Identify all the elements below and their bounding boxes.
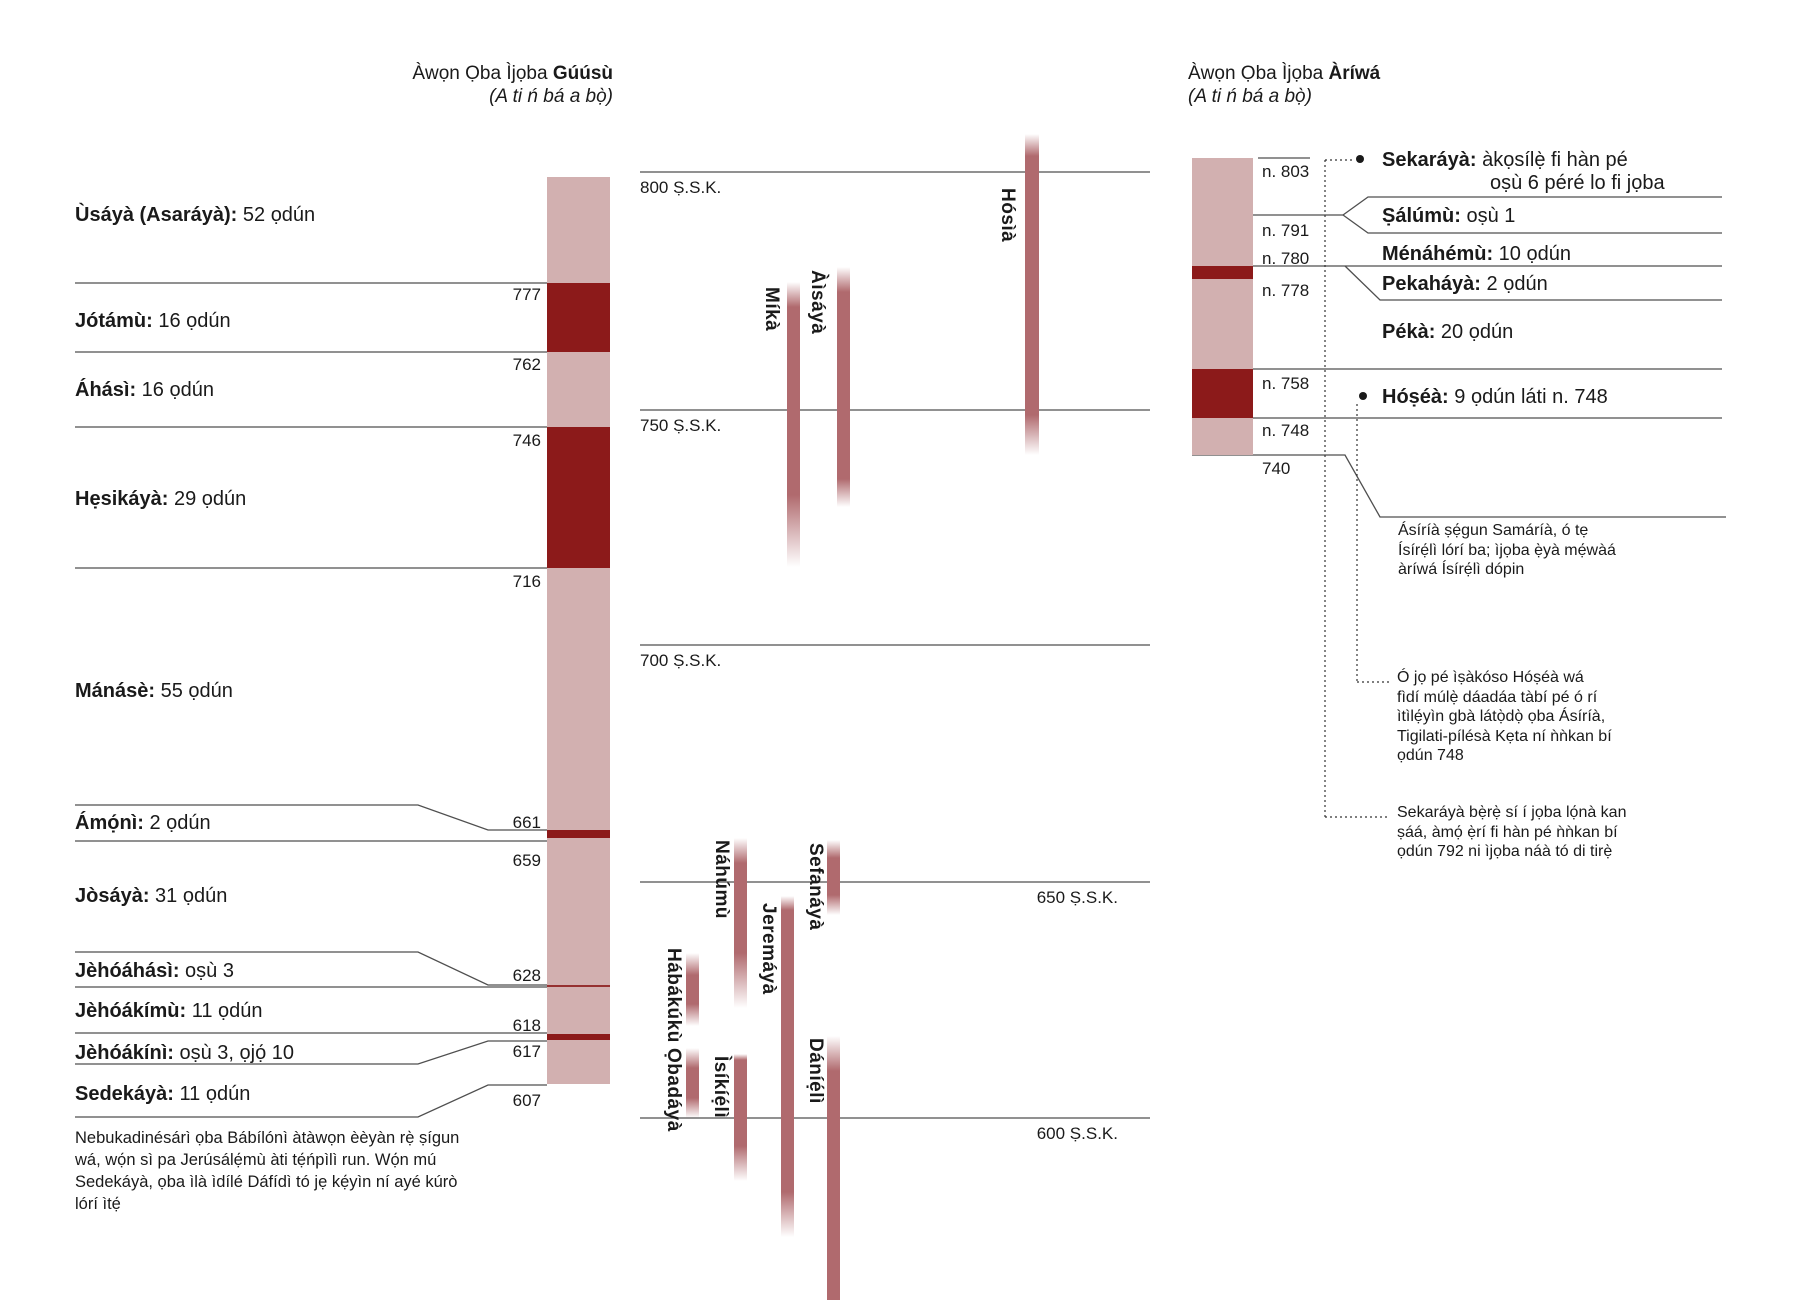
north-king-pekahaya: Pekaháyà: 2 ọdún — [1382, 273, 1548, 295]
prophet-bar-hosia — [1025, 134, 1039, 455]
south-king-jehoakimu: Jèhóákímù: 11 ọdún — [75, 1000, 263, 1022]
north-bar-segment-dark — [1192, 266, 1253, 279]
north-bar-segment — [1192, 418, 1253, 455]
south-year-618: 618 — [512, 1016, 541, 1035]
prophet-label-habakuku: Hábákúkù — [663, 948, 684, 1043]
north-king-peka: Pékà: 20 ọdún — [1382, 321, 1514, 343]
south-king-jotamu: Jótámù: 16 ọdún — [75, 310, 231, 332]
south-header-subtitle: (A ti ń bá a bọ̀) — [489, 86, 613, 107]
south-king-jehoahasi: Jèhóáhásì: oṣù 3 — [75, 960, 234, 982]
north-year-803: n. 803 — [1262, 162, 1310, 181]
prophet-bar-sefanaya — [827, 840, 840, 915]
prophet-bar-nahumu — [734, 838, 747, 1008]
south-king-manase: Mánásè: 55 ọdún — [75, 680, 233, 702]
north-year-748: n. 748 — [1262, 421, 1310, 440]
north-king-sekaraya-line2: oṣù 6 péré lo fi jọba — [1490, 172, 1665, 194]
prophet-bar-mika — [787, 282, 800, 567]
tick-750: 750 Ṣ.S.K. — [640, 416, 722, 435]
south-year-659: 659 — [512, 851, 541, 870]
tick-700: 700 Ṣ.S.K. — [640, 651, 722, 670]
north-king-sekaraya: Sekaráyà: àkọsílẹ̀ fi hàn pé — [1382, 149, 1628, 171]
south-year-746: 746 — [512, 431, 541, 450]
south-year-617: 617 — [512, 1042, 541, 1061]
prophet-label-obadaya: Ọbadáyà — [663, 1048, 684, 1132]
north-bar-segment-dark — [1192, 369, 1253, 418]
north-year-778: n. 778 — [1262, 281, 1310, 300]
south-bar-segment — [547, 568, 610, 830]
north-king-salumu: Ṣálúmù: oṣù 1 — [1382, 205, 1516, 227]
prophet-bar-isikieli — [734, 1054, 747, 1181]
south-bar-segment — [547, 352, 610, 427]
south-year-628: 628 — [512, 966, 541, 985]
north-king-menahemu: Ménáhémù: 10 ọdún — [1382, 243, 1571, 265]
north-year-791: n. 791 — [1262, 221, 1310, 240]
prophet-label-mika: Míkà — [761, 287, 782, 332]
south-bar-segment — [547, 1040, 610, 1084]
north-kingdom-header: Àwọn Ọba Ìjọba Àríwá (A ti ń bá a bọ̀) — [1188, 62, 1380, 108]
south-king-amoni: Ámọ́nì: 2 ọdún — [75, 812, 211, 834]
south-king-hesikaya: Hẹsikáyà: 29 ọdún — [75, 488, 247, 510]
note-babylon-conquest: Nebukadinésárì ọba Bábílónì àtàwọn èèyàn… — [75, 1129, 460, 1213]
south-kingdom-header: Àwọn Ọba Ìjọba Gúúsù (A ti ń bá a bọ̀) — [363, 62, 613, 108]
south-bar-segment — [547, 177, 610, 283]
north-year-780: n. 780 — [1262, 249, 1310, 268]
south-year-777: 777 — [512, 285, 541, 304]
prophet-bar-obadaya — [686, 1048, 699, 1118]
south-bar-segment-dark — [547, 1034, 610, 1040]
tick-800: 800 Ṣ.S.K. — [640, 178, 722, 197]
prophet-label-sefanaya: Sefanáyà — [805, 843, 826, 931]
south-bar-628-line — [547, 985, 610, 987]
south-header-title: Àwọn Ọba Ìjọba Gúúsù — [412, 63, 613, 84]
sekaraya-bullet-icon — [1356, 155, 1364, 163]
south-bar-segment-dark — [547, 283, 610, 352]
tick-600: 600 Ṣ.S.K. — [1036, 1124, 1118, 1143]
south-king-ahasi: Áhásì: 16 ọdún — [75, 379, 214, 401]
south-kingdom-bar — [547, 177, 610, 1084]
south-king-usaya: Ùsáyà (Asaráyà): 52 ọdún — [75, 204, 316, 226]
south-year-762: 762 — [512, 355, 541, 374]
note-hosea-reign: Ó jọ pé ìṣàkóso Hóṣéà wá fìdí múlẹ̀ dáad… — [1397, 669, 1612, 764]
south-bar-segment — [547, 838, 610, 1034]
south-king-jehoakini: Jèhóákínì: oṣù 3, ọjọ́ 10 — [75, 1042, 295, 1064]
prophet-label-jeremaya: Jeremáyà — [758, 903, 779, 995]
prophet-label-hosia: Hósìà — [997, 188, 1018, 243]
prophet-label-aisaya: Àìsáyà — [807, 270, 828, 335]
north-header-title: Àwọn Ọba Ìjọba Àríwá — [1188, 63, 1381, 84]
north-kingdom-bar — [1192, 158, 1253, 455]
tick-650: 650 Ṣ.S.K. — [1036, 888, 1118, 907]
north-bar-segment — [1192, 158, 1253, 266]
north-bar-segment — [1192, 279, 1253, 369]
north-header-subtitle: (A ti ń bá a bọ̀) — [1188, 86, 1312, 107]
prophet-bar-danieli — [827, 1036, 840, 1300]
prophet-label-danieli: Dáníẹ́lì — [805, 1038, 826, 1104]
south-year-716: 716 — [512, 572, 541, 591]
note-assyria-conquest: Ásíríà ṣẹ́gun Samáríà, ó tẹ Ísírẹ́lì lór… — [1398, 522, 1616, 578]
prophet-bar-habakuku — [686, 953, 699, 1026]
south-year-661: 661 — [512, 813, 541, 832]
south-bar-segment-dark — [547, 427, 610, 568]
north-king-hosea: Hóṣéà: 9 ọdún láti n. 748 — [1382, 386, 1608, 408]
note-sekaraya-reign: Sekaráyà bẹ̀rẹ̀ sí í jọba lọ́nà kan ṣáá,… — [1397, 804, 1627, 860]
prophet-bar-aisaya — [837, 267, 850, 507]
prophet-bar-jeremaya — [781, 896, 794, 1237]
south-year-607: 607 — [512, 1091, 541, 1110]
south-bar-segment-dark — [547, 830, 610, 838]
south-king-josaya: Jòsáyà: 31 ọdún — [75, 885, 228, 907]
prophet-label-isikieli: Ìsíkíẹ́lì — [710, 1056, 731, 1119]
hosea-bullet-icon — [1359, 392, 1367, 400]
south-king-sedekaya: Sedekáyà: 11 ọdún — [75, 1083, 251, 1105]
north-year-740: 740 — [1262, 459, 1291, 478]
north-year-758: n. 758 — [1262, 374, 1310, 393]
prophet-label-nahumu: Náhúmù — [711, 840, 732, 919]
